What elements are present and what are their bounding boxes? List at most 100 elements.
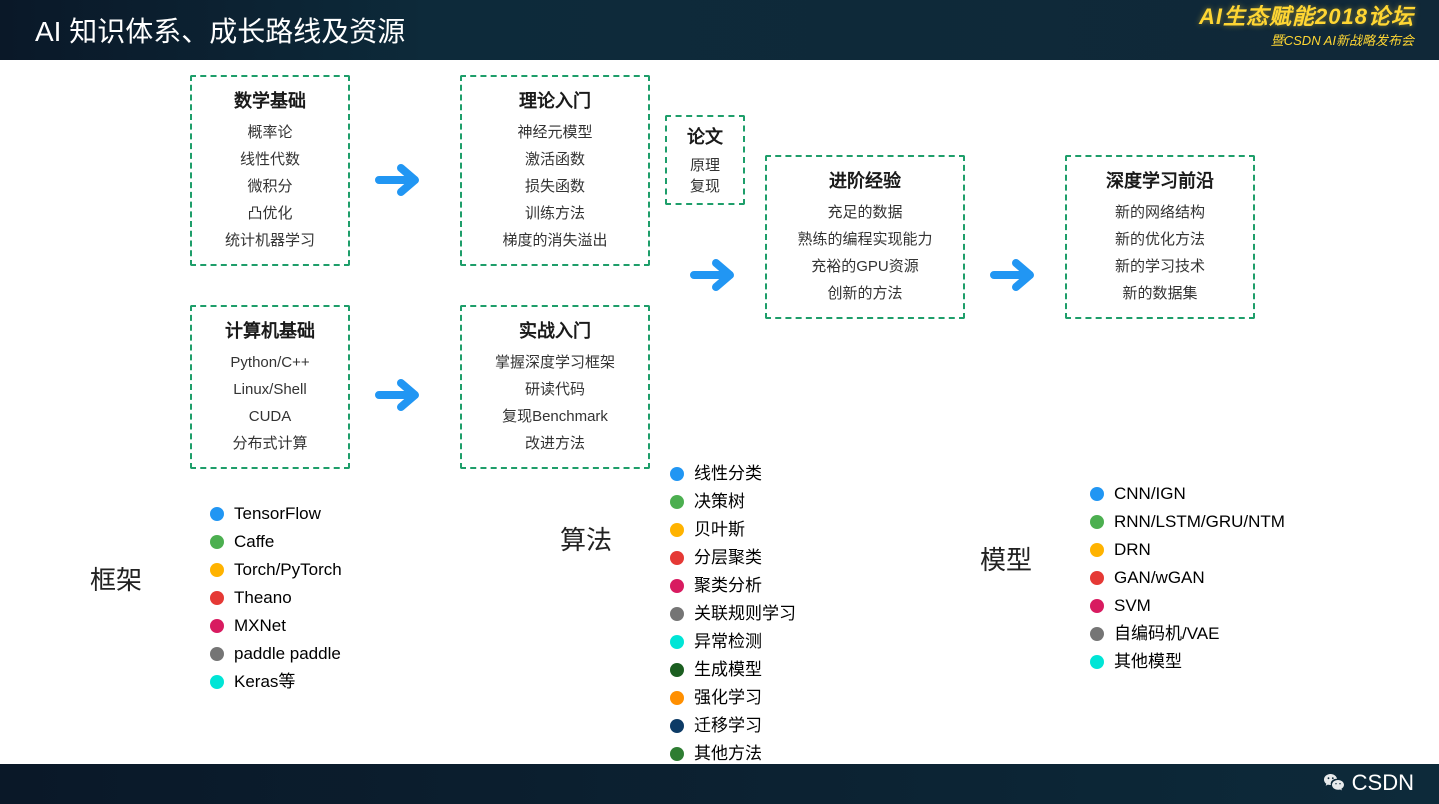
list-item: 生成模型 [670,656,796,684]
bullet-dot [210,507,224,521]
box-item: Python/C++ [210,349,330,376]
box-item: 研读代码 [480,376,630,403]
list-item: 强化学习 [670,684,796,712]
list-item-text: 贝叶斯 [694,516,745,544]
bullet-dot [670,579,684,593]
list-item: Keras等 [210,668,342,696]
box-item: 充足的数据 [785,199,945,226]
footer-brand-text: CSDN [1352,770,1414,796]
box-practice: 实战入门掌握深度学习框架研读代码复现Benchmark改进方法 [460,305,650,469]
box-paper: 论文原理复现 [665,115,745,205]
page-title: AI 知识体系、成长路线及资源 [35,10,405,50]
list-label-model: 模型 [980,540,1032,577]
box-item: CUDA [210,403,330,430]
list-item-text: 关联规则学习 [694,600,796,628]
list-item-text: CNN/IGN [1114,480,1186,508]
box-item: 线性代数 [210,146,330,173]
box-item: 复现Benchmark [480,403,630,430]
list-item-text: Theano [234,584,292,612]
arrow-right-icon [375,160,431,200]
list-item-text: GAN/wGAN [1114,564,1205,592]
bullet-dot [1090,599,1104,613]
box-title: 理论入门 [480,87,630,113]
list-item-text: RNN/LSTM/GRU/NTM [1114,508,1285,536]
bullet-dot [670,467,684,481]
box-item: 原理 [677,155,733,176]
list-item-text: 生成模型 [694,656,762,684]
box-title: 数学基础 [210,87,330,113]
box-item: 掌握深度学习框架 [480,349,630,376]
list-item: paddle paddle [210,640,342,668]
box-frontier: 深度学习前沿新的网络结构新的优化方法新的学习技术新的数据集 [1065,155,1255,319]
bullet-dot [1090,515,1104,529]
list-item-text: Caffe [234,528,274,556]
bullet-dot [1090,655,1104,669]
list-item: TensorFlow [210,500,342,528]
list-item-text: 迁移学习 [694,712,762,740]
list-item-text: MXNet [234,612,286,640]
box-item: 新的学习技术 [1085,253,1235,280]
bullet-dot [210,563,224,577]
box-item: 损失函数 [480,173,630,200]
list-item-text: paddle paddle [234,640,341,668]
list-item: GAN/wGAN [1090,564,1285,592]
list-item-text: 其他模型 [1114,648,1182,676]
list-item: 聚类分析 [670,572,796,600]
list-item: Theano [210,584,342,612]
list-item-text: Torch/PyTorch [234,556,342,584]
bullet-dot [670,551,684,565]
list-item-text: Keras等 [234,668,295,696]
bullet-dot [210,591,224,605]
list-label-framework: 框架 [90,560,142,597]
bullet-dot [670,691,684,705]
list-item: 关联规则学习 [670,600,796,628]
bullet-dot [1090,627,1104,641]
list-item-text: 异常检测 [694,628,762,656]
box-item: 改进方法 [480,430,630,457]
bullet-dot [670,495,684,509]
box-item: 充裕的GPU资源 [785,253,945,280]
list-item: DRN [1090,536,1285,564]
list-item-text: SVM [1114,592,1151,620]
list-label-algorithm: 算法 [560,520,612,557]
list-algorithm: 线性分类决策树贝叶斯分层聚类聚类分析关联规则学习异常检测生成模型强化学习迁移学习… [670,460,796,769]
bullet-dot [670,635,684,649]
list-item: CNN/IGN [1090,480,1285,508]
footer-bar: CSDN [0,764,1439,804]
arrow-right-icon [375,375,431,415]
box-title: 深度学习前沿 [1085,167,1235,193]
list-item-text: 自编码机/VAE [1114,620,1219,648]
box-item: 复现 [677,176,733,197]
bullet-dot [1090,487,1104,501]
header-bar: AI 知识体系、成长路线及资源 AI生态赋能2018论坛 暨CSDN AI新战略… [0,0,1439,60]
box-item: 熟练的编程实现能力 [785,226,945,253]
footer-brand: CSDN [1322,770,1414,796]
list-item: 分层聚类 [670,544,796,572]
list-item: Torch/PyTorch [210,556,342,584]
list-item: 贝叶斯 [670,516,796,544]
box-advance: 进阶经验充足的数据熟练的编程实现能力充裕的GPU资源创新的方法 [765,155,965,319]
list-item: Caffe [210,528,342,556]
bullet-dot [670,663,684,677]
list-item: 其他模型 [1090,648,1285,676]
list-item-text: 分层聚类 [694,544,762,572]
box-cs: 计算机基础Python/C++Linux/ShellCUDA分布式计算 [190,305,350,469]
box-math: 数学基础概率论线性代数微积分凸优化统计机器学习 [190,75,350,266]
list-item: 自编码机/VAE [1090,620,1285,648]
bullet-dot [670,719,684,733]
bullet-dot [670,523,684,537]
list-framework: TensorFlowCaffeTorch/PyTorchTheanoMXNetp… [210,500,342,696]
box-item: 训练方法 [480,200,630,227]
box-item: 概率论 [210,119,330,146]
bullet-dot [210,535,224,549]
list-item-text: DRN [1114,536,1151,564]
box-title: 进阶经验 [785,167,945,193]
list-model: CNN/IGNRNN/LSTM/GRU/NTMDRNGAN/wGANSVM自编码… [1090,480,1285,676]
arrow-right-icon [690,255,746,295]
box-title: 论文 [677,123,733,149]
bullet-dot [210,647,224,661]
box-item: 创新的方法 [785,280,945,307]
box-item: 新的网络结构 [1085,199,1235,226]
box-item: 新的优化方法 [1085,226,1235,253]
logo-sub: 暨CSDN AI新战略发布会 [1199,30,1414,49]
